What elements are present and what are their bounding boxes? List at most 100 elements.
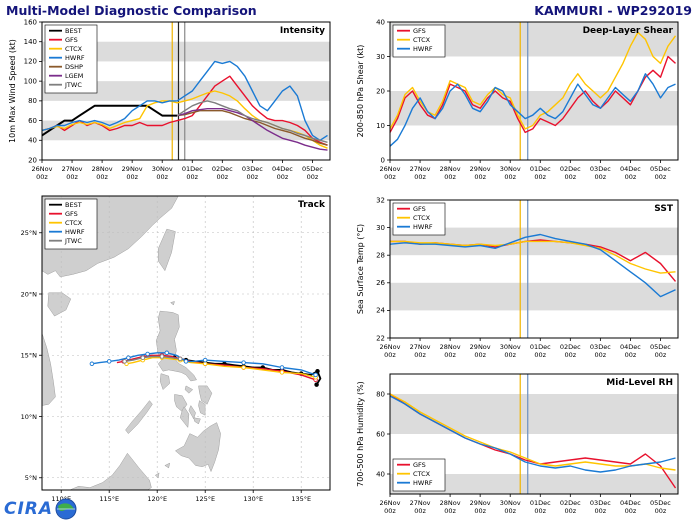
svg-text:02Dec: 02Dec xyxy=(560,343,581,351)
svg-text:160: 160 xyxy=(24,18,37,26)
svg-text:28Nov: 28Nov xyxy=(440,165,461,173)
shear-y-axis-label: 200-850 hPa Shear (kt) xyxy=(356,44,365,138)
svg-text:27Nov: 27Nov xyxy=(410,165,431,173)
svg-text:02Dec: 02Dec xyxy=(560,499,581,507)
main-title: Multi-Model Diagnostic Comparison xyxy=(6,3,257,18)
track-series-ctcx xyxy=(126,357,316,378)
svg-text:28Nov: 28Nov xyxy=(440,343,461,351)
svg-text:10: 10 xyxy=(376,122,385,130)
svg-text:00z: 00z xyxy=(384,351,396,359)
svg-text:27Nov: 27Nov xyxy=(410,343,431,351)
svg-text:00z: 00z xyxy=(564,507,576,515)
svg-text:CTCX: CTCX xyxy=(413,470,431,478)
rh-series-hwrf xyxy=(389,395,676,473)
svg-text:00z: 00z xyxy=(625,173,637,181)
svg-text:100: 100 xyxy=(24,77,37,85)
svg-text:25°N: 25°N xyxy=(21,229,38,237)
svg-text:03Dec: 03Dec xyxy=(242,165,263,173)
svg-text:00z: 00z xyxy=(414,351,426,359)
svg-text:HWRF: HWRF xyxy=(65,228,85,236)
svg-text:22: 22 xyxy=(376,334,385,342)
intensity-panel: 2040608010012014016026Nov00z27Nov00z28No… xyxy=(24,18,331,181)
svg-text:00z: 00z xyxy=(247,173,259,181)
svg-text:BEST: BEST xyxy=(65,27,82,35)
svg-text:00z: 00z xyxy=(655,351,667,359)
rh-y-axis-label: 700-500 hPa Humidity (%) xyxy=(356,381,365,487)
svg-text:24: 24 xyxy=(376,307,385,315)
svg-text:HWRF: HWRF xyxy=(413,223,433,231)
svg-text:00z: 00z xyxy=(474,507,486,515)
cira-logo: CIRA xyxy=(4,498,77,520)
svg-text:00z: 00z xyxy=(186,173,198,181)
svg-text:HWRF: HWRF xyxy=(413,479,433,487)
svg-text:00z: 00z xyxy=(564,351,576,359)
svg-text:00z: 00z xyxy=(474,351,486,359)
svg-text:03Dec: 03Dec xyxy=(590,499,611,507)
svg-text:00z: 00z xyxy=(126,173,138,181)
svg-text:120: 120 xyxy=(24,58,37,66)
track-panel: 110°E 115°E 120°E 125°E 130°E 135°E 5°N 10°N 15°… xyxy=(21,195,331,503)
svg-text:140: 140 xyxy=(24,38,37,46)
svg-text:28: 28 xyxy=(376,252,385,260)
sst-panel-title: SST xyxy=(654,204,674,214)
svg-text:04Dec: 04Dec xyxy=(620,499,641,507)
svg-text:40: 40 xyxy=(376,18,385,26)
svg-text:JTWC: JTWC xyxy=(64,237,82,245)
shear-series-ctcx xyxy=(389,31,677,130)
svg-text:30Nov: 30Nov xyxy=(152,165,173,173)
svg-text:00z: 00z xyxy=(307,173,319,181)
cira-logo-text: CIRA xyxy=(4,499,54,519)
svg-text:00z: 00z xyxy=(534,173,546,181)
svg-text:CTCX: CTCX xyxy=(413,214,431,222)
svg-text:40: 40 xyxy=(28,137,37,145)
svg-text:LGEM: LGEM xyxy=(65,72,83,80)
svg-text:CTCX: CTCX xyxy=(413,36,431,44)
svg-text:00z: 00z xyxy=(444,507,456,515)
svg-text:00z: 00z xyxy=(474,173,486,181)
svg-text:20°N: 20°N xyxy=(21,290,38,298)
shear-panel: 01020304026Nov00z27Nov00z28Nov00z29Nov00… xyxy=(376,18,679,181)
svg-text:00z: 00z xyxy=(277,173,289,181)
svg-text:15°N: 15°N xyxy=(21,352,38,360)
svg-text:04Dec: 04Dec xyxy=(272,165,293,173)
svg-text:02Dec: 02Dec xyxy=(212,165,233,173)
svg-text:00z: 00z xyxy=(36,173,48,181)
svg-text:CTCX: CTCX xyxy=(65,45,83,53)
intensity-panel-title: Intensity xyxy=(280,26,325,36)
track-series-jtwc xyxy=(124,355,181,363)
svg-text:00z: 00z xyxy=(96,173,108,181)
svg-text:00z: 00z xyxy=(414,173,426,181)
svg-text:30Nov: 30Nov xyxy=(500,499,521,507)
svg-text:26: 26 xyxy=(376,279,385,287)
svg-text:60: 60 xyxy=(28,117,37,125)
svg-text:CTCX: CTCX xyxy=(65,219,83,227)
svg-text:00z: 00z xyxy=(595,173,607,181)
svg-text:00z: 00z xyxy=(625,351,637,359)
svg-text:28Nov: 28Nov xyxy=(440,499,461,507)
intensity-series-jtwc xyxy=(176,100,328,143)
svg-text:26Nov: 26Nov xyxy=(380,343,401,351)
svg-text:29Nov: 29Nov xyxy=(122,165,143,173)
svg-text:130°E: 130°E xyxy=(243,495,263,503)
sst-series-hwrf xyxy=(389,233,676,298)
svg-text:GFS: GFS xyxy=(413,27,426,35)
svg-text:29Nov: 29Nov xyxy=(470,343,491,351)
intensity-series-lgem xyxy=(177,107,328,151)
svg-text:03Dec: 03Dec xyxy=(590,343,611,351)
shear-panel-title: Deep-Layer Shear xyxy=(583,26,674,36)
svg-text:00z: 00z xyxy=(444,173,456,181)
svg-text:29Nov: 29Nov xyxy=(470,165,491,173)
svg-text:32: 32 xyxy=(376,196,385,204)
svg-text:00z: 00z xyxy=(444,351,456,359)
svg-text:27Nov: 27Nov xyxy=(62,165,83,173)
svg-text:GFS: GFS xyxy=(413,205,426,213)
svg-text:80: 80 xyxy=(28,97,37,105)
svg-text:00z: 00z xyxy=(595,351,607,359)
svg-text:04Dec: 04Dec xyxy=(620,343,641,351)
svg-text:20: 20 xyxy=(28,156,37,164)
svg-text:DSHP: DSHP xyxy=(65,63,83,71)
